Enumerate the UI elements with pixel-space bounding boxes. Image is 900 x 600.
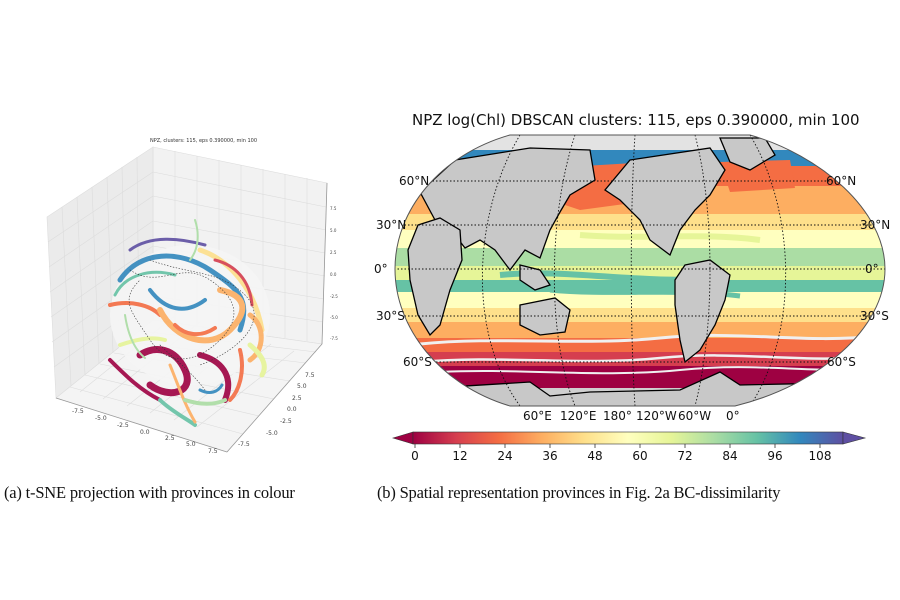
robinson-map — [391, 134, 886, 448]
svg-text:0.0: 0.0 — [330, 272, 337, 277]
lat-label-right-60n: 60°N — [826, 174, 857, 188]
colorbar-tick: 72 — [677, 449, 693, 463]
svg-text:2.5: 2.5 — [292, 395, 302, 402]
lat-label-right-30n: 30°N — [860, 218, 891, 232]
colorbar-tick: 48 — [587, 449, 603, 463]
lon-label-120e: 120°E — [560, 409, 597, 423]
tsne-scatter-points — [108, 219, 270, 427]
tsne-3d-axes: -7.5 -5.0 -2.5 0.0 2.5 5.0 7.5 7.5 5.0 2… — [46, 146, 338, 455]
lat-label-left-30n: 30°N — [376, 218, 407, 232]
colorbar-tick: 12 — [452, 449, 468, 463]
lon-label-60e: 60°E — [523, 409, 552, 423]
svg-text:0.0: 0.0 — [287, 406, 297, 413]
colorbar-tick: 60 — [632, 449, 648, 463]
svg-text:-7.5: -7.5 — [72, 408, 84, 415]
tsne-plot-title: NPZ, clusters: 115, eps 0.390000, min 10… — [150, 138, 258, 144]
svg-text:5.0: 5.0 — [330, 228, 337, 233]
lat-label-left-30s: 30°S — [376, 309, 405, 323]
svg-text:0.0: 0.0 — [140, 429, 150, 436]
colorbar-tick: 108 — [808, 449, 832, 463]
figure-b-map-panel: NPZ log(Chl) DBSCAN clusters: 115, eps 0… — [374, 100, 900, 470]
svg-text:-2.5: -2.5 — [280, 418, 292, 425]
caption-figure-a: (a) t-SNE projection with provinces in c… — [4, 483, 295, 502]
svg-text:-5.0: -5.0 — [330, 315, 338, 320]
lat-label-left-60s: 60°S — [403, 355, 432, 369]
lat-label-right-0: 0° — [865, 262, 879, 276]
caption-figure-b: (b) Spatial representation provinces in … — [377, 483, 781, 502]
figure-a-tsne-panel: NPZ, clusters: 115, eps 0.390000, min 10… — [0, 100, 380, 470]
svg-text:2.5: 2.5 — [330, 250, 337, 255]
map-title: NPZ log(Chl) DBSCAN clusters: 115, eps 0… — [412, 111, 860, 129]
svg-text:5.0: 5.0 — [186, 441, 196, 448]
svg-text:7.5: 7.5 — [305, 372, 315, 379]
lat-label-right-30s: 30°S — [860, 309, 889, 323]
colorbar-tick: 36 — [542, 449, 558, 463]
svg-text:-7.5: -7.5 — [330, 336, 338, 341]
svg-text:-2.5: -2.5 — [330, 294, 338, 299]
svg-text:7.5: 7.5 — [330, 206, 337, 211]
lon-label-180: 180° — [603, 409, 632, 423]
svg-text:5.0: 5.0 — [297, 383, 307, 390]
svg-text:-5.0: -5.0 — [266, 430, 278, 437]
lat-label-left-60n: 60°N — [399, 174, 430, 188]
colorbar-tick: 96 — [767, 449, 783, 463]
colorbar-tick: 24 — [497, 449, 513, 463]
svg-text:-2.5: -2.5 — [117, 422, 129, 429]
svg-text:-5.0: -5.0 — [95, 415, 107, 422]
colorbar-tick: 84 — [722, 449, 738, 463]
svg-text:2.5: 2.5 — [165, 435, 175, 442]
lat-label-right-60s: 60°S — [827, 355, 856, 369]
svg-text:-7.5: -7.5 — [238, 441, 250, 448]
colorbar — [391, 431, 867, 448]
colorbar-tick: 0 — [411, 449, 419, 463]
lon-label-120w: 120°W — [636, 409, 677, 423]
lat-label-left-0: 0° — [374, 262, 388, 276]
svg-text:7.5: 7.5 — [208, 448, 218, 455]
lon-label-60w: 60°W — [678, 409, 712, 423]
lon-label-0: 0° — [726, 409, 740, 423]
